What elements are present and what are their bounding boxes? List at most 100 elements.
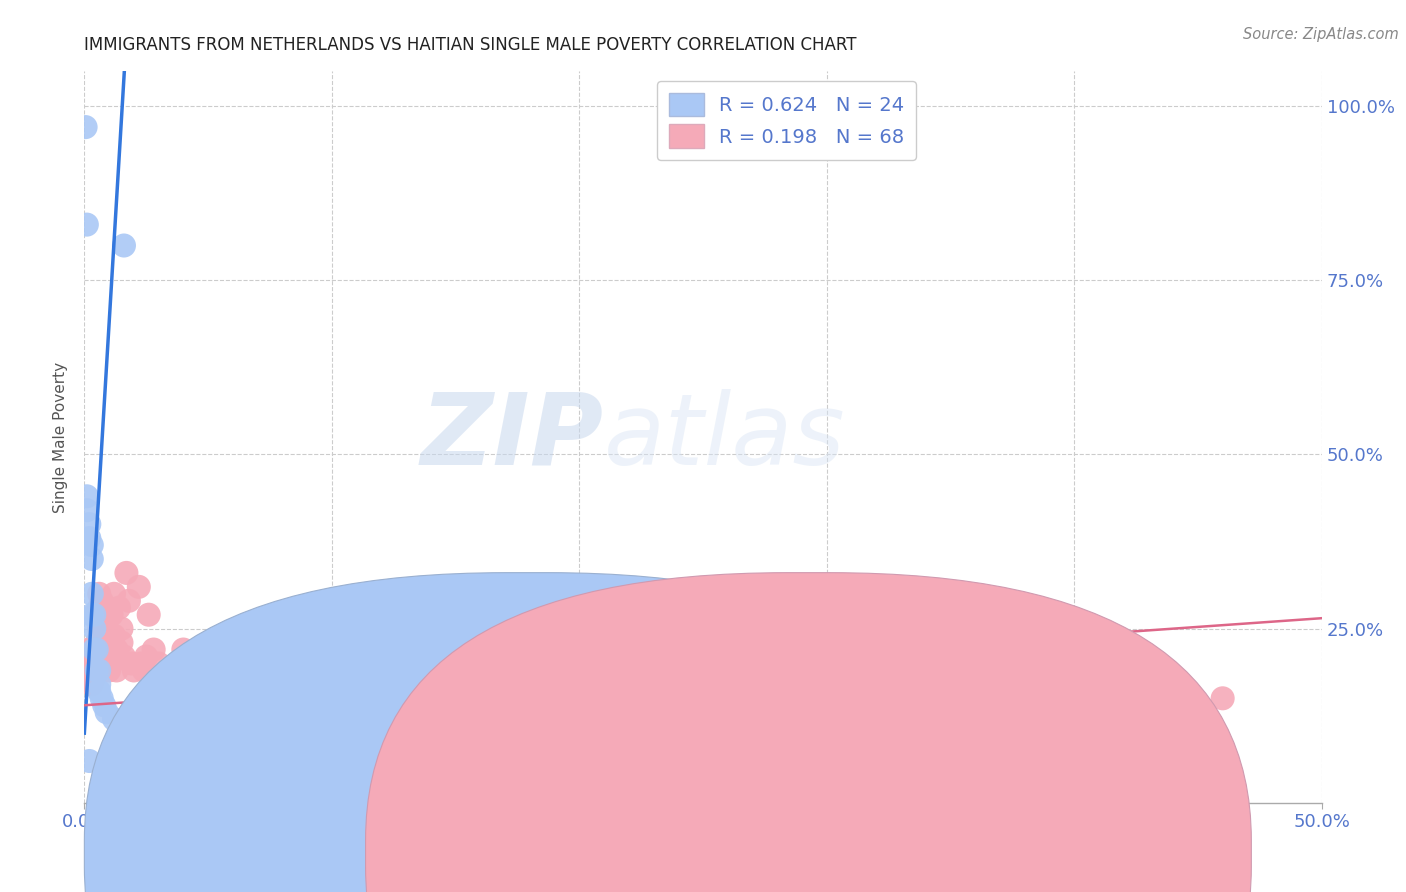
Point xyxy=(103,587,125,601)
Point xyxy=(233,642,256,657)
Point xyxy=(128,580,150,594)
Point xyxy=(98,642,121,657)
Point xyxy=(246,657,269,671)
Point xyxy=(103,629,125,643)
Point xyxy=(89,622,111,636)
Text: Immigrants from Netherlands: Immigrants from Netherlands xyxy=(557,845,803,863)
Point xyxy=(1212,691,1234,706)
Point xyxy=(103,712,125,726)
Point xyxy=(110,622,132,636)
Point xyxy=(86,642,108,657)
Point xyxy=(100,607,122,622)
Point xyxy=(1112,657,1135,671)
Point xyxy=(79,517,101,532)
Point xyxy=(222,629,245,643)
Point xyxy=(93,642,115,657)
Point xyxy=(83,642,105,657)
Point xyxy=(1014,670,1036,684)
Point xyxy=(135,649,157,664)
Point xyxy=(295,622,318,636)
Point xyxy=(79,642,101,657)
Point xyxy=(108,600,131,615)
Point xyxy=(519,642,541,657)
Point xyxy=(96,622,118,636)
Point xyxy=(89,600,111,615)
Point xyxy=(80,552,103,566)
Point xyxy=(132,664,155,678)
Point xyxy=(692,607,714,622)
Point xyxy=(112,649,135,664)
Point xyxy=(93,629,115,643)
Point xyxy=(90,607,112,622)
Point xyxy=(86,649,108,664)
Point xyxy=(815,622,838,636)
Point xyxy=(86,657,108,671)
Point xyxy=(80,587,103,601)
Point xyxy=(444,629,467,643)
Text: atlas: atlas xyxy=(605,389,845,485)
Point xyxy=(76,503,98,517)
Point xyxy=(80,677,103,691)
Point xyxy=(259,684,281,698)
Point xyxy=(89,677,111,691)
Point xyxy=(86,635,108,649)
Point xyxy=(79,754,101,768)
Point xyxy=(80,538,103,552)
Point xyxy=(89,587,111,601)
Point xyxy=(83,664,105,678)
Point xyxy=(172,642,194,657)
Point xyxy=(105,642,128,657)
Point xyxy=(129,657,152,671)
Point xyxy=(89,664,111,678)
Point xyxy=(86,664,108,678)
Point xyxy=(568,657,591,671)
Point xyxy=(75,120,97,134)
Point xyxy=(160,664,183,678)
Point xyxy=(83,670,105,684)
Point xyxy=(142,642,165,657)
Point xyxy=(90,635,112,649)
Point xyxy=(105,664,128,678)
Point xyxy=(80,664,103,678)
Point xyxy=(110,635,132,649)
Point xyxy=(90,691,112,706)
Point xyxy=(79,657,101,671)
Point xyxy=(89,684,111,698)
Point xyxy=(271,657,294,671)
Point xyxy=(165,677,187,691)
Legend: R = 0.624   N = 24, R = 0.198   N = 68: R = 0.624 N = 24, R = 0.198 N = 68 xyxy=(657,81,915,160)
Point xyxy=(138,607,160,622)
Point xyxy=(321,635,343,649)
Point xyxy=(180,670,202,684)
Point xyxy=(93,698,115,713)
Point xyxy=(152,670,174,684)
Text: Source: ZipAtlas.com: Source: ZipAtlas.com xyxy=(1243,27,1399,42)
Point xyxy=(76,489,98,503)
Point xyxy=(76,670,98,684)
Point xyxy=(83,642,105,657)
Point xyxy=(76,218,98,232)
Point xyxy=(98,664,121,678)
Point xyxy=(93,615,115,629)
Point xyxy=(122,664,145,678)
Point xyxy=(112,238,135,252)
Y-axis label: Single Male Poverty: Single Male Poverty xyxy=(53,361,69,513)
Point xyxy=(80,607,103,622)
Point xyxy=(118,594,141,608)
Point xyxy=(120,657,142,671)
Point xyxy=(96,705,118,719)
Text: IMMIGRANTS FROM NETHERLANDS VS HAITIAN SINGLE MALE POVERTY CORRELATION CHART: IMMIGRANTS FROM NETHERLANDS VS HAITIAN S… xyxy=(84,36,856,54)
Point xyxy=(90,594,112,608)
Point xyxy=(96,600,118,615)
Text: Haitians: Haitians xyxy=(838,845,905,863)
Point xyxy=(79,531,101,545)
Point xyxy=(83,622,105,636)
Point xyxy=(83,607,105,622)
Point xyxy=(83,649,105,664)
Point xyxy=(148,657,170,671)
Point xyxy=(115,566,138,580)
Point xyxy=(100,635,122,649)
Text: ZIP: ZIP xyxy=(420,389,605,485)
Point xyxy=(191,691,214,706)
Point xyxy=(202,698,225,713)
